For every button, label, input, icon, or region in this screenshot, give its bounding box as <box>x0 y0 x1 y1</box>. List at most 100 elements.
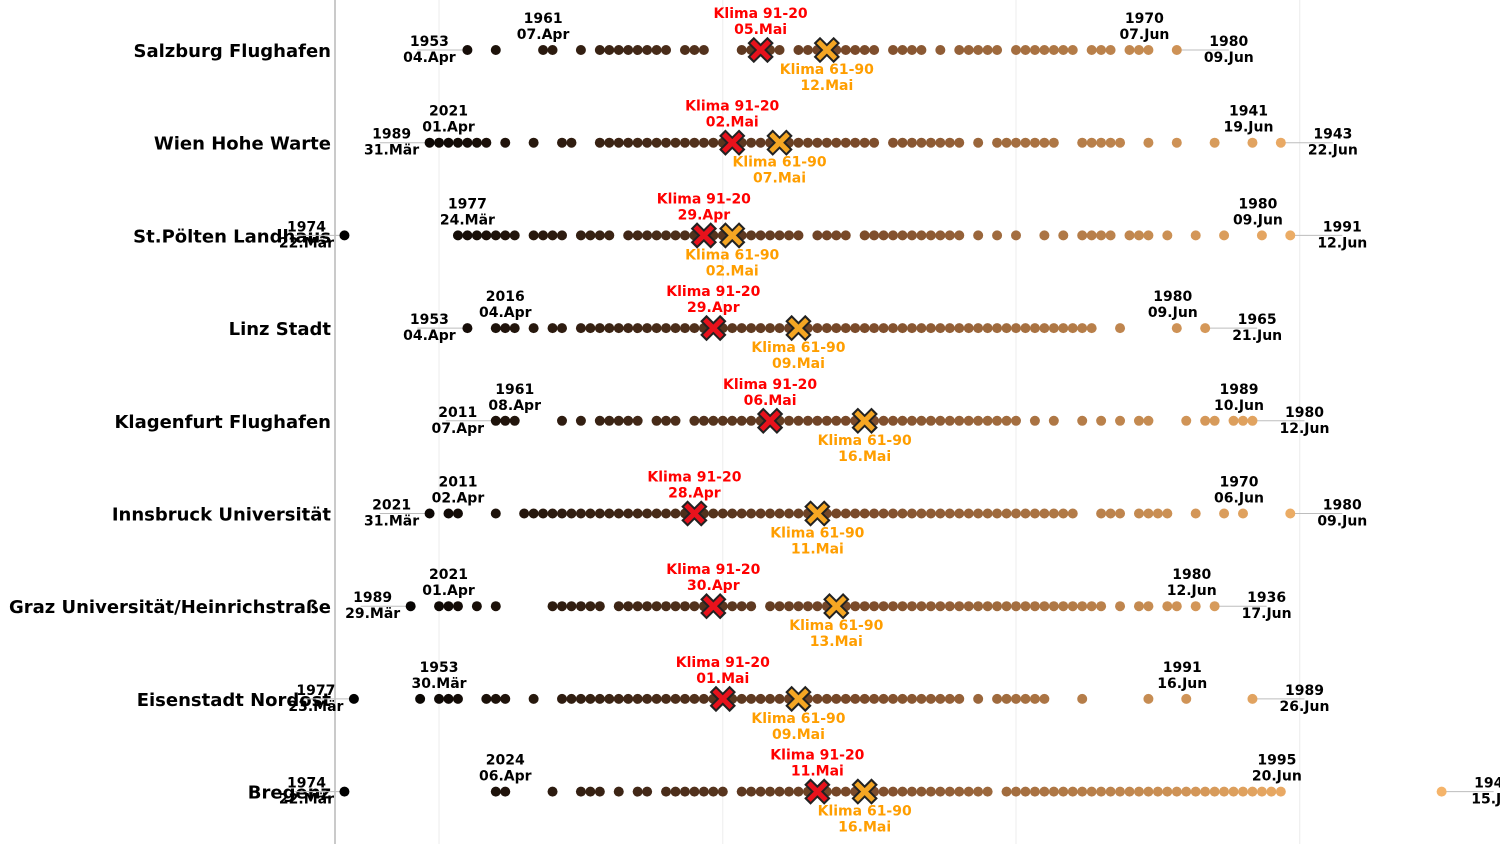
data-point <box>528 323 539 334</box>
data-point <box>1209 137 1220 148</box>
data-point <box>916 45 927 55</box>
data-point <box>935 323 946 334</box>
data-point <box>925 137 936 148</box>
data-point <box>888 323 899 334</box>
data-point <box>869 508 880 519</box>
data-point <box>566 508 577 519</box>
last-label-line1: 1943 <box>1313 127 1352 143</box>
data-point <box>575 693 586 704</box>
klima-old-marker <box>785 685 812 713</box>
data-point <box>840 508 851 519</box>
data-point <box>840 137 851 148</box>
data-point <box>888 45 899 55</box>
data-point <box>1143 601 1154 612</box>
data-point <box>689 693 700 704</box>
data-point <box>585 323 596 334</box>
data-point <box>1048 137 1059 148</box>
data-point <box>339 786 350 797</box>
data-point <box>906 230 917 241</box>
late-label-line1: 1970 <box>1220 475 1259 491</box>
data-point <box>935 230 946 241</box>
data-point <box>954 693 965 704</box>
data-point <box>1039 508 1050 519</box>
data-point <box>1266 786 1277 797</box>
data-point <box>651 508 662 519</box>
data-point <box>604 508 615 519</box>
data-point <box>746 693 757 704</box>
klima-recent-label-line1: Klima 91-20 <box>685 99 779 115</box>
data-point <box>755 230 766 241</box>
klima-recent-marker <box>709 685 736 713</box>
data-point <box>784 415 794 426</box>
first-label-line2: 31.Mär <box>364 514 419 530</box>
data-point <box>575 786 586 797</box>
klima-old-label-line2: 11.Mai <box>791 542 844 558</box>
data-point <box>1001 415 1012 426</box>
data-point <box>793 601 804 612</box>
data-point <box>954 786 965 797</box>
data-point <box>566 693 577 704</box>
data-point <box>1011 693 1021 704</box>
klima-old-label-line2: 16.Mai <box>838 820 891 836</box>
data-point <box>897 786 908 797</box>
data-point <box>1124 45 1135 55</box>
last-label-line1: 1940 <box>1474 776 1500 792</box>
station-rows: Salzburg Flughafen 195304.Apr196107.Apr19… <box>9 6 1500 836</box>
data-point <box>906 601 917 612</box>
klima-recent-marker <box>804 778 831 805</box>
data-point <box>490 415 501 426</box>
first-label-line2: 22.Mär <box>279 792 334 808</box>
data-point <box>1001 786 1012 797</box>
data-point <box>443 601 454 612</box>
data-point <box>746 786 757 797</box>
data-point <box>1096 415 1107 426</box>
klima-recent-label-line1: Klima 91-20 <box>723 377 817 393</box>
data-point <box>1039 601 1050 612</box>
data-point <box>557 508 567 519</box>
data-point <box>519 508 530 519</box>
data-point <box>973 45 984 55</box>
late-label-line2: 19.Jun <box>1223 120 1273 136</box>
klima-old-label-line1: Klima 61-90 <box>770 526 864 542</box>
data-point <box>1171 786 1182 797</box>
early-label-line2: 07.Apr <box>517 27 570 43</box>
first-label-line1: 2021 <box>372 498 411 514</box>
data-point <box>1143 137 1154 148</box>
klima-old-label-line2: 02.Mai <box>706 263 759 279</box>
data-point <box>1228 786 1239 797</box>
data-point <box>594 508 605 519</box>
klima-recent-label-line1: Klima 91-20 <box>666 284 760 300</box>
first-label-line2: 29.Mär <box>345 606 400 622</box>
data-point <box>1143 786 1154 797</box>
late-label-line2: 10.Jun <box>1214 398 1264 414</box>
data-point <box>1039 693 1050 704</box>
data-point <box>727 601 738 612</box>
data-point <box>888 693 899 704</box>
data-point <box>850 323 861 334</box>
klima-old-label-line2: 07.Mai <box>753 171 806 187</box>
data-point <box>878 415 889 426</box>
data-point <box>935 508 946 519</box>
data-point <box>452 137 463 148</box>
data-point <box>736 508 747 519</box>
last-label-line2: 17.Jun <box>1242 606 1292 622</box>
data-point <box>670 323 681 334</box>
data-point <box>925 415 936 426</box>
data-point <box>840 786 851 797</box>
station-label: Eisenstadt Nordost <box>137 690 332 711</box>
data-point <box>925 323 936 334</box>
first-label-line1: 1974 <box>287 776 326 792</box>
station-row: Graz Universität/Heinrichstraße 198929.Mä… <box>9 562 1292 650</box>
data-point <box>935 601 946 612</box>
last-label-line1: 1991 <box>1323 219 1362 235</box>
klima-recent-label-line1: Klima 91-20 <box>657 191 751 207</box>
data-point <box>632 508 643 519</box>
data-point <box>774 786 785 797</box>
klima-old-label-line2: 13.Mai <box>810 634 863 650</box>
data-point <box>1020 137 1031 148</box>
klima-old-label-line1: Klima 61-90 <box>685 247 779 263</box>
data-point <box>452 230 463 241</box>
data-point <box>1105 137 1116 148</box>
station-label: Salzburg Flughafen <box>134 41 331 62</box>
